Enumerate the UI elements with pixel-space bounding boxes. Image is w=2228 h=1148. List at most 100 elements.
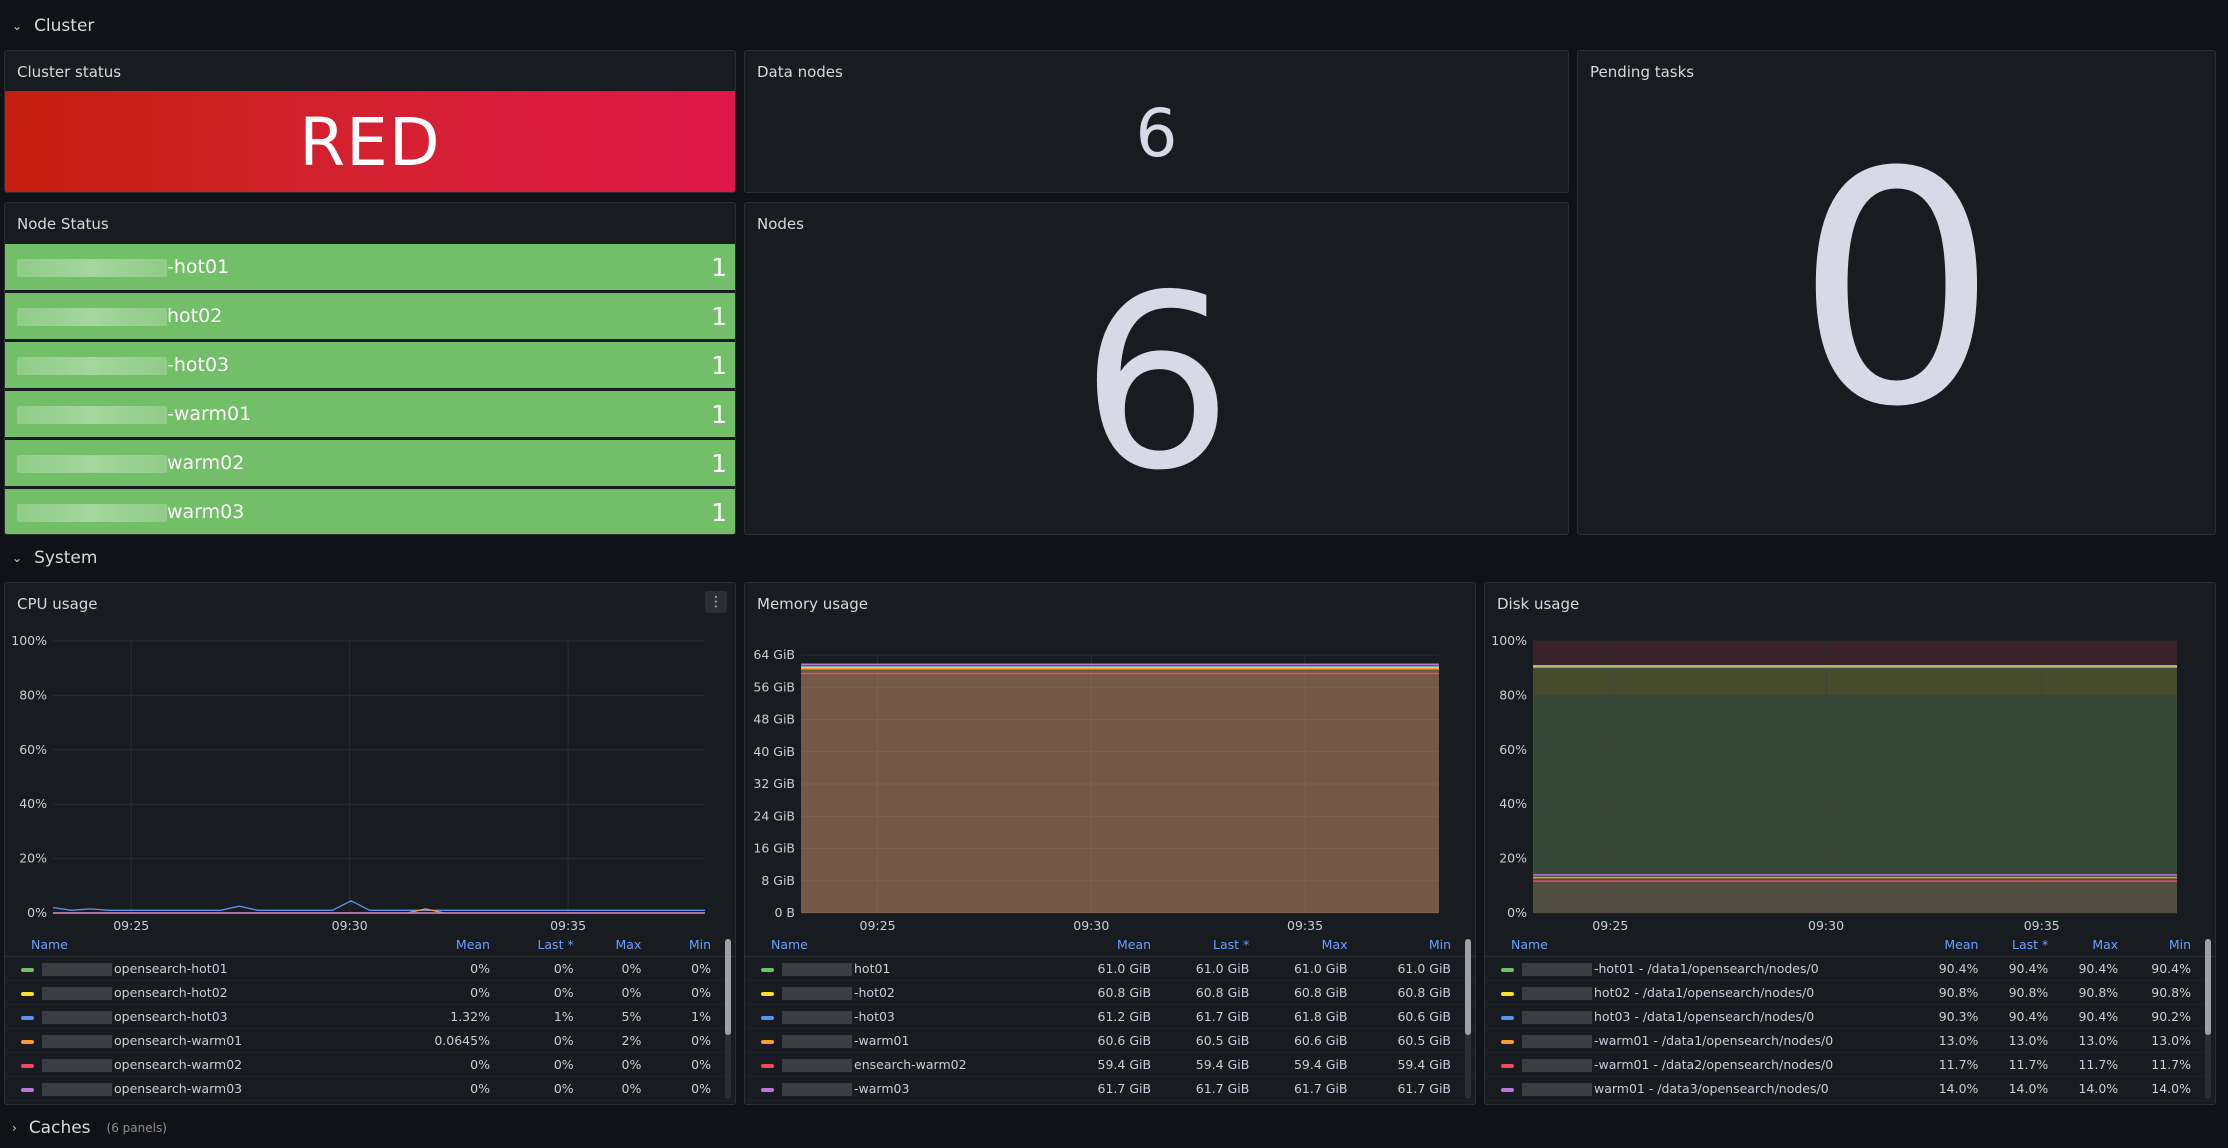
legend-header-mean[interactable]: Mean (1062, 935, 1162, 957)
legend-min-value: 0% (651, 980, 735, 1005)
legend-row[interactable]: -hot03 61.2 GiB 61.7 GiB 61.8 GiB 60.6 GiB (745, 1004, 1475, 1029)
row-system[interactable]: ⌄ System (0, 538, 97, 578)
legend-header-min[interactable]: Min (2128, 935, 2215, 957)
legend-header-max[interactable]: Max (1259, 935, 1358, 957)
legend-series-name[interactable]: ensearch-warm02 (745, 1052, 1063, 1077)
legend-series-name[interactable]: -hot02 (745, 980, 1063, 1005)
legend-row[interactable]: hot03 - /data1/opensearch/nodes/0 90.3% 90… (1485, 1004, 2215, 1029)
legend-row[interactable]: hot02 - /data1/opensearch/nodes/0 90.8% 90… (1485, 980, 2215, 1005)
legend-series-name[interactable]: opensearch-warm01 (5, 1028, 387, 1053)
redacted-text (782, 987, 852, 1000)
legend-series-name[interactable]: -warm03 (745, 1076, 1063, 1101)
x-tick-label: 09:35 (550, 918, 586, 931)
legend-series-name[interactable]: -warm01 - /data1/opensearch/nodes/0 (1485, 1028, 1919, 1053)
redacted-text (782, 1011, 852, 1024)
legend-row[interactable]: -warm01 60.6 GiB 60.5 GiB 60.6 GiB 60.5 GiB (745, 1028, 1475, 1053)
legend-row[interactable]: -hot02 60.8 GiB 60.8 GiB 60.8 GiB 60.8 GiB (745, 980, 1475, 1005)
kebab-menu-icon[interactable]: ⋮ (705, 591, 727, 613)
legend-header-last[interactable]: Last * (1988, 935, 2059, 957)
legend-mean-value: 0% (386, 1052, 500, 1077)
legend-row[interactable]: opensearch-hot01 0% 0% 0% 0% (5, 956, 735, 981)
scrollbar-thumb[interactable] (2205, 939, 2211, 1035)
panel-title: Node Status (17, 215, 109, 233)
legend-series-name[interactable]: -warm01 (745, 1028, 1063, 1053)
scrollbar-thumb[interactable] (1465, 939, 1471, 1035)
y-tick-label: 16 GiB (753, 841, 795, 856)
legend-row[interactable]: opensearch-warm02 0% 0% 0% 0% (5, 1052, 735, 1077)
legend-max-value: 61.7 GiB (1259, 1076, 1358, 1101)
redacted-text (17, 258, 167, 277)
series-line (52, 900, 705, 911)
legend-row[interactable]: opensearch-hot03 1.32% 1% 5% 1% (5, 1004, 735, 1029)
redacted-text (782, 963, 852, 976)
legend-series-name[interactable]: opensearch-warm03 (5, 1076, 387, 1101)
legend-scrollbar[interactable] (1465, 939, 1471, 1099)
legend-series-name[interactable]: -hot03 (745, 1004, 1063, 1029)
legend-mean-value: 60.8 GiB (1062, 980, 1162, 1005)
series-color-swatch (21, 1015, 34, 1020)
legend-row[interactable]: opensearch-hot02 0% 0% 0% 0% (5, 980, 735, 1005)
legend-last-value: 0% (499, 980, 584, 1005)
disk-usage-panel[interactable]: Disk usage 100% 80% 60% 40% 20% 0% 09:25 09:30 0… (1484, 582, 2216, 1105)
legend-header-max[interactable]: Max (2058, 935, 2129, 957)
legend-row[interactable]: -warm03 61.7 GiB 61.7 GiB 61.7 GiB 61.7 GiB (745, 1076, 1475, 1101)
legend-series-name[interactable]: opensearch-hot03 (5, 1004, 387, 1029)
legend-series-name[interactable]: opensearch-hot01 (5, 956, 387, 981)
row-caches[interactable]: › Caches (6 panels) (0, 1108, 167, 1148)
legend-series-name[interactable]: hot03 - /data1/opensearch/nodes/0 (1485, 1004, 1919, 1029)
legend-row[interactable]: -hot01 - /data1/opensearch/nodes/0 90.4% 9… (1485, 956, 2215, 981)
nodes-value: 6 (1080, 243, 1233, 523)
legend-header-last[interactable]: Last * (499, 935, 584, 957)
legend-header-max[interactable]: Max (583, 935, 652, 957)
chevron-down-icon: ⌄ (12, 551, 23, 565)
node-label: -hot01 (167, 256, 230, 278)
redacted-text (17, 307, 167, 326)
legend-header-min[interactable]: Min (1357, 935, 1475, 957)
legend-header-mean[interactable]: Mean (1918, 935, 1989, 957)
legend-series-name[interactable]: opensearch-warm02 (5, 1052, 387, 1077)
legend-series-name[interactable]: -hot01 - /data1/opensearch/nodes/0 (1485, 956, 1919, 981)
cluster-status-panel[interactable]: Cluster status RED (4, 50, 736, 193)
legend-series-name[interactable]: warm01 - /data3/opensearch/nodes/0 (1485, 1076, 1919, 1101)
legend-row[interactable]: hot01 61.0 GiB 61.0 GiB 61.0 GiB 61.0 GiB (745, 956, 1475, 981)
legend-row[interactable]: -warm01 - /data1/opensearch/nodes/0 13.0%… (1485, 1028, 2215, 1053)
redacted-text (17, 454, 167, 473)
legend-scrollbar[interactable] (725, 939, 731, 1099)
legend-row[interactable]: -warm01 - /data2/opensearch/nodes/0 11.7%… (1485, 1052, 2215, 1077)
legend-header-min[interactable]: Min (651, 935, 735, 957)
chevron-down-icon: ⌄ (12, 19, 23, 33)
pending-tasks-panel[interactable]: Pending tasks 0 (1577, 50, 2216, 535)
legend-row[interactable]: opensearch-warm01 0.0645% 0% 2% 0% (5, 1028, 735, 1053)
legend-min-value: 14.0% (2128, 1076, 2215, 1101)
series-name-text: ensearch-warm02 (854, 1057, 967, 1072)
row-title: Cluster (34, 16, 95, 36)
legend-row[interactable]: opensearch-warm03 0% 0% 0% 0% (5, 1076, 735, 1101)
row-cluster[interactable]: ⌄ Cluster (0, 6, 94, 46)
legend-header-name[interactable]: Name (1485, 935, 1919, 957)
scrollbar-thumb[interactable] (725, 939, 731, 1035)
series-name-text: warm01 - /data3/opensearch/nodes/0 (1594, 1081, 1829, 1096)
legend-header-name[interactable]: Name (745, 935, 1063, 957)
legend-series-name[interactable]: hot01 (745, 956, 1063, 981)
legend-row[interactable]: warm01 - /data3/opensearch/nodes/0 14.0% 1… (1485, 1076, 2215, 1101)
legend-min-value: 90.4% (2128, 956, 2215, 981)
legend-header-name[interactable]: Name (5, 935, 387, 957)
node-value: 1 (711, 497, 727, 527)
redacted-text (42, 1059, 112, 1072)
legend-header-last[interactable]: Last * (1161, 935, 1260, 957)
legend-scrollbar[interactable] (2205, 939, 2211, 1099)
series-name-text: opensearch-warm02 (114, 1057, 243, 1072)
data-nodes-panel[interactable]: Data nodes 6 (744, 50, 1569, 193)
legend-series-name[interactable]: opensearch-hot02 (5, 980, 387, 1005)
legend-series-name[interactable]: -warm01 - /data2/opensearch/nodes/0 (1485, 1052, 1919, 1077)
legend-series-name[interactable]: hot02 - /data1/opensearch/nodes/0 (1485, 980, 1919, 1005)
legend-row[interactable]: ensearch-warm02 59.4 GiB 59.4 GiB 59.4 GiB 5… (745, 1052, 1475, 1077)
cpu-usage-panel[interactable]: CPU usage ⋮ 100% 80% 60% 40% 20% 0% 09:25 09:30… (4, 582, 736, 1105)
legend-last-value: 59.4 GiB (1161, 1052, 1260, 1077)
series-color-swatch (761, 967, 774, 972)
node-status-panel[interactable]: Node Status -hot01 1 hot02 1 -hot03 1 -w… (4, 202, 736, 535)
legend-header-mean[interactable]: Mean (386, 935, 500, 957)
nodes-panel[interactable]: Nodes 6 (744, 202, 1569, 535)
memory-usage-panel[interactable]: Memory usage 64 GiB 56 GiB 48 GiB 40 GiB 32 … (744, 582, 1476, 1105)
series-color-swatch (1501, 967, 1514, 972)
